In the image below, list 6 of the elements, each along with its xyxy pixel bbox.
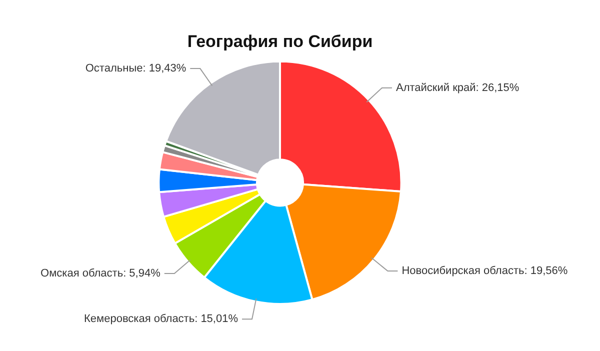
slice-label: Алтайский край: 26,15%: [396, 82, 520, 94]
slice-label: Кемеровская область: 15,01%: [84, 313, 238, 326]
slice-label: Новосибирская область: 19,56%: [402, 265, 568, 278]
slice-label: Остальные: 19,43%: [85, 62, 186, 75]
slice-label: Омская область: 5,94%: [40, 268, 161, 280]
chart-title: География по Сибири: [187, 32, 373, 51]
